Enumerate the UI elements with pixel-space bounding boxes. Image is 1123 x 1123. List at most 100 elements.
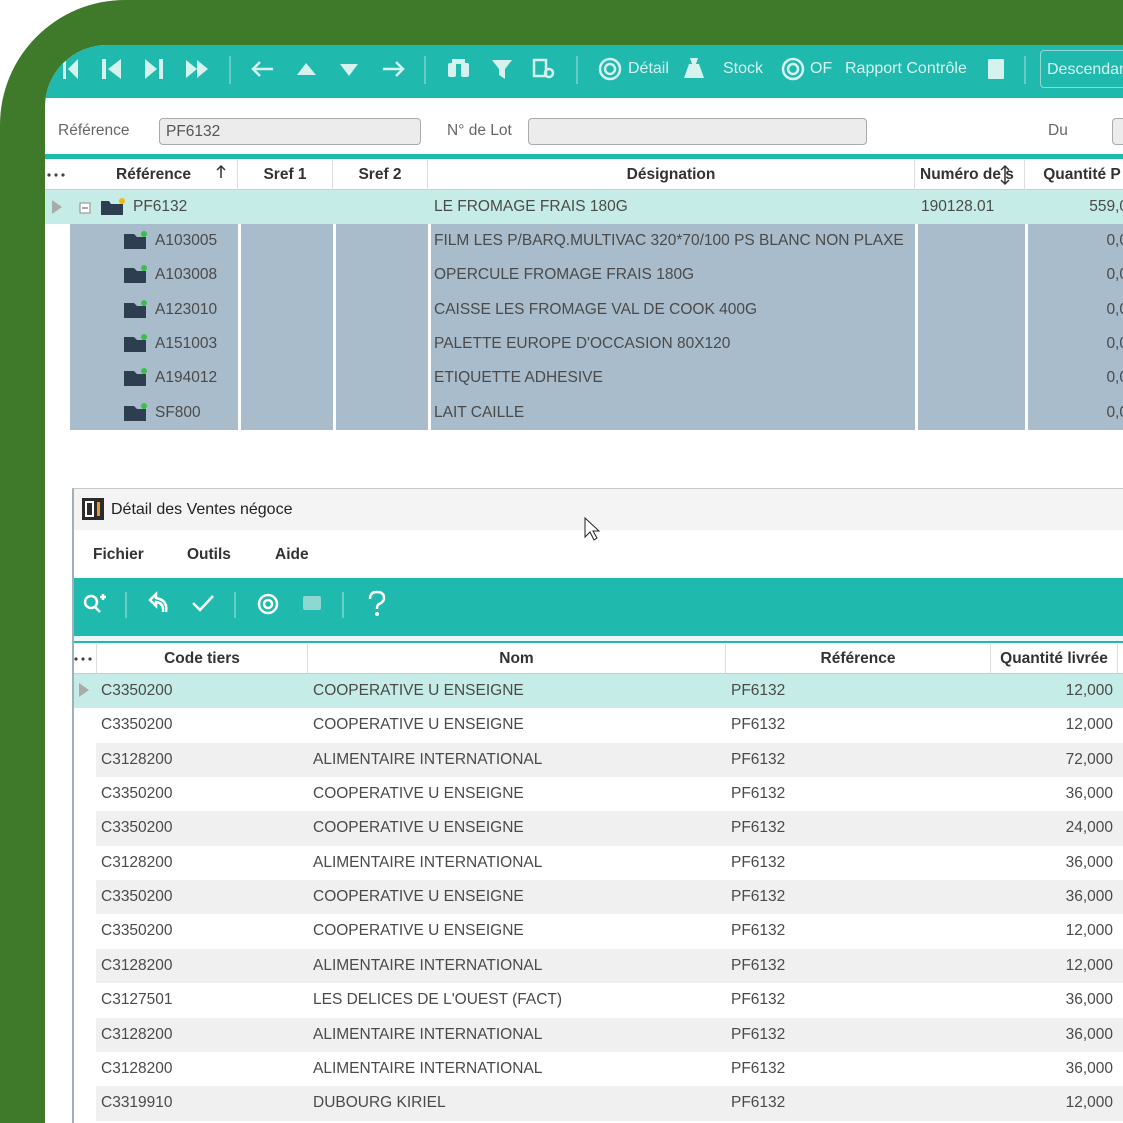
cell: C3350200: [101, 888, 173, 906]
cell: 72,000: [1065, 750, 1113, 768]
cell: PF6132: [731, 750, 786, 768]
column-header: Désignation: [428, 160, 915, 190]
column-header: Quantité P: [1025, 160, 1123, 190]
dialog-title: Détail des Ventes négoce: [111, 501, 293, 518]
column-header: Numéro de s: [915, 160, 1025, 190]
cell: 559,0: [1089, 198, 1123, 215]
cell: PF6132: [731, 1025, 786, 1043]
table-row: [96, 880, 1123, 915]
cell: PALETTE EUROPE D'OCCASION 80X120: [434, 334, 731, 352]
filter-input[interactable]: [1112, 118, 1123, 145]
cell: C3128200: [101, 956, 173, 974]
toolbar-button[interactable]: Stock: [723, 60, 764, 77]
table-row: [96, 811, 1123, 846]
cell: 12,000: [1065, 682, 1113, 699]
filter-input[interactable]: PF6132: [159, 118, 421, 145]
cell: PF6132: [731, 853, 786, 871]
cell: C3128200: [101, 750, 173, 768]
filter-label: Référence: [58, 122, 130, 139]
table-row: [96, 777, 1123, 812]
sort-order[interactable]: Descendan: [1040, 50, 1123, 88]
cell: 24,000: [1065, 819, 1113, 837]
cell: 0,0: [1106, 403, 1123, 421]
toolbar: [45, 45, 1123, 98]
cell: ALIMENTAIRE INTERNATIONAL: [313, 1059, 543, 1077]
column-separator: [238, 224, 241, 430]
cell: C3319910: [101, 1094, 173, 1112]
cell: PF6132: [731, 1059, 786, 1077]
app-window: Détail Stock OF Rapport Contrôle Descendan Ré…: [45, 45, 1123, 1123]
cell: C3350200: [101, 785, 173, 803]
column-separator: [428, 224, 431, 430]
column-header: Sref 2: [333, 160, 428, 190]
cell: C3350200: [101, 819, 173, 837]
cell: 12,000: [1065, 1094, 1113, 1112]
cell: COOPERATIVE U ENSEIGNE: [313, 682, 524, 699]
cell: 36,000: [1065, 991, 1113, 1009]
cell: LE FROMAGE FRAIS 180G: [434, 198, 628, 215]
cell: 0,0: [1106, 266, 1123, 284]
cell: PF6132: [731, 682, 786, 699]
filter-input[interactable]: [528, 118, 867, 145]
cell: 0,0: [1106, 369, 1123, 387]
cell: A123010: [155, 300, 218, 318]
cell: C3128200: [101, 1025, 173, 1043]
grid-header: [74, 643, 1123, 674]
menu-item[interactable]: Aide: [275, 546, 309, 563]
table-row: [96, 1051, 1123, 1087]
dialog-toolbar-line: [74, 636, 1123, 643]
table-row: [96, 708, 1123, 743]
menu-item[interactable]: Fichier: [93, 546, 144, 563]
cell: 36,000: [1065, 1059, 1113, 1077]
cell: ALIMENTAIRE INTERNATIONAL: [313, 853, 543, 871]
filter-label: Du: [1048, 122, 1068, 139]
cell: PF6132: [731, 1094, 786, 1112]
cell: COOPERATIVE U ENSEIGNE: [313, 785, 524, 803]
column-header: Sref 1: [238, 160, 333, 190]
cell: PF6132: [731, 716, 786, 734]
cell: ALIMENTAIRE INTERNATIONAL: [313, 956, 543, 974]
cell: 0,0: [1106, 300, 1123, 318]
toolbar-button[interactable]: Détail: [628, 60, 669, 77]
cell: C3350200: [101, 716, 173, 734]
column-header: Référence: [70, 160, 238, 190]
cell: DUBOURG KIRIEL: [313, 1094, 446, 1112]
column-separator: [1025, 224, 1028, 430]
cell: 0,0: [1106, 334, 1123, 352]
menu-item[interactable]: Outils: [187, 546, 231, 563]
cell: A103005: [155, 232, 218, 249]
cell: 36,000: [1065, 853, 1113, 871]
filter-label: N° de Lot: [447, 122, 512, 139]
cell: 12,000: [1065, 922, 1113, 940]
cell: A151003: [155, 334, 218, 352]
table-row: [96, 948, 1123, 984]
cell: A194012: [155, 369, 218, 387]
cell: CAISSE LES FROMAGE VAL DE COOK 400G: [434, 300, 758, 318]
cell: COOPERATIVE U ENSEIGNE: [313, 716, 524, 734]
cell: C3350200: [101, 922, 173, 940]
cell: 36,000: [1065, 1025, 1113, 1043]
column-header: Nom: [307, 644, 725, 673]
column-header: Référence: [725, 644, 990, 673]
cell: 12,000: [1065, 956, 1113, 974]
toolbar-button[interactable]: OF: [810, 60, 833, 77]
column-header: Quantité livrée: [990, 644, 1118, 673]
cell: COOPERATIVE U ENSEIGNE: [313, 922, 524, 940]
toolbar-button[interactable]: Rapport Contrôle: [845, 60, 967, 77]
cell: PF6132: [731, 991, 786, 1009]
table-row: [96, 1086, 1123, 1121]
cell: C3350200: [101, 682, 173, 699]
cell: 0,0: [1106, 232, 1123, 249]
table-row: [96, 845, 1123, 881]
child-rows: [70, 224, 1123, 430]
grid-top-line: [45, 154, 1123, 159]
column-separator: [915, 224, 918, 430]
cell: PF6132: [731, 956, 786, 974]
table-row: [96, 983, 1123, 1018]
cell: FILM LES P/BARQ.MULTIVAC 320*70/100 PS B…: [434, 232, 904, 249]
table-row: [74, 674, 1123, 709]
cell: 36,000: [1065, 888, 1113, 906]
column-header: Code tiers: [96, 644, 307, 673]
cell: C3128200: [101, 853, 173, 871]
